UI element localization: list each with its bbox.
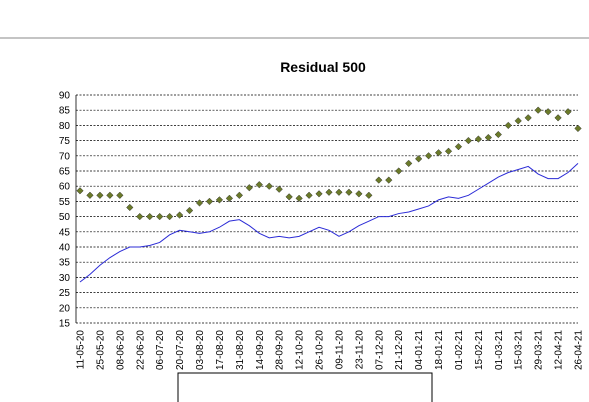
marker (96, 191, 104, 199)
marker (355, 190, 363, 198)
marker (146, 212, 154, 221)
y-tick-label: 70 (59, 151, 71, 162)
chart-title: Residual 500 (280, 59, 366, 75)
marker (514, 117, 522, 125)
marker (424, 152, 433, 160)
marker (375, 176, 383, 184)
marker (504, 121, 512, 130)
x-tick-label: 15-02-21 (474, 330, 485, 370)
x-tick-label: 18-01-21 (434, 330, 445, 370)
marker (554, 114, 562, 122)
marker (325, 188, 333, 196)
marker (136, 212, 144, 221)
x-tick-label: 12-10-20 (295, 330, 306, 370)
marker (444, 147, 453, 155)
line (79, 163, 579, 283)
y-tick-label: 40 (59, 243, 71, 254)
marker (484, 133, 493, 142)
marker (156, 212, 164, 221)
marker (574, 124, 582, 133)
marker (564, 108, 572, 116)
marker (335, 188, 343, 196)
marker (215, 196, 224, 204)
marker (315, 190, 323, 198)
x-tick-label: 31-08-20 (235, 330, 246, 370)
marker (385, 176, 393, 184)
marker (106, 191, 114, 199)
y-tick-label: 55 (59, 197, 71, 208)
y-tick-label: 75 (59, 136, 71, 147)
x-tick-label: 01-03-21 (494, 330, 505, 370)
marker (365, 191, 373, 199)
x-tick-label: 28-09-20 (275, 330, 286, 370)
x-tick-label: 29-03-21 (534, 330, 545, 370)
x-tick-label: 12-04-21 (554, 330, 565, 370)
marker (235, 191, 244, 199)
x-tick-label: 22-06-20 (135, 330, 146, 370)
y-tick-label: 60 (59, 182, 71, 193)
y-tick-label: 90 (59, 91, 71, 102)
marker (205, 197, 214, 206)
x-tick-label: 06-07-20 (155, 330, 166, 370)
marker (175, 211, 184, 219)
x-tick-label: 26-04-21 (574, 330, 585, 370)
marker (195, 199, 204, 207)
x-tick-label: 15-03-21 (514, 330, 525, 370)
marker (86, 191, 94, 199)
x-tick-label: 04-01-21 (414, 330, 425, 370)
marker (295, 194, 303, 203)
x-tick-label: 14-09-20 (255, 330, 266, 370)
marker (494, 130, 502, 139)
marker (165, 212, 174, 221)
marker (534, 106, 542, 114)
marker (544, 108, 552, 116)
x-tick-label: 03-08-20 (195, 330, 206, 370)
marker (414, 155, 423, 163)
marker (405, 159, 413, 168)
marker (126, 203, 134, 212)
y-tick-label: 15 (59, 319, 71, 330)
x-tick-label: 09-11-20 (334, 330, 345, 370)
x-tick-label: 20-07-20 (175, 330, 186, 370)
marker (225, 194, 234, 203)
y-tick-label: 30 (59, 273, 71, 284)
x-tick-label: 17-08-20 (215, 330, 226, 370)
x-tick-label: 08-06-20 (115, 330, 126, 370)
y-tick-label: 85 (59, 106, 71, 117)
x-tick-label: 07-12-20 (374, 330, 385, 370)
y-tick-label: 25 (59, 288, 71, 299)
y-tick-label: 35 (59, 258, 71, 269)
x-tick-label: 11-05-20 (76, 330, 87, 370)
marker (434, 149, 443, 157)
marker (395, 167, 403, 175)
marker (474, 135, 483, 143)
x-tick-label: 01-02-21 (454, 330, 465, 370)
marker (305, 191, 313, 199)
marker (454, 143, 463, 151)
marker (345, 188, 353, 196)
y-tick-label: 20 (59, 303, 71, 314)
marker (255, 181, 263, 189)
x-tick-label: 21-12-20 (394, 330, 405, 370)
marker (265, 182, 273, 190)
y-tick-label: 65 (59, 167, 71, 178)
marker (285, 193, 293, 201)
legend-box (177, 372, 433, 402)
marker (524, 114, 532, 122)
marker (245, 184, 253, 192)
marker (185, 206, 194, 215)
marker (116, 191, 124, 199)
x-tick-label: 26-10-20 (315, 330, 326, 370)
marker (464, 136, 473, 145)
marker (76, 187, 84, 195)
marker (275, 185, 283, 193)
x-tick-label: 25-05-20 (95, 330, 106, 370)
y-tick-label: 45 (59, 227, 71, 238)
x-tick-label: 23-11-20 (354, 330, 365, 370)
y-tick-label: 80 (59, 121, 71, 132)
y-tick-label: 50 (59, 212, 71, 223)
